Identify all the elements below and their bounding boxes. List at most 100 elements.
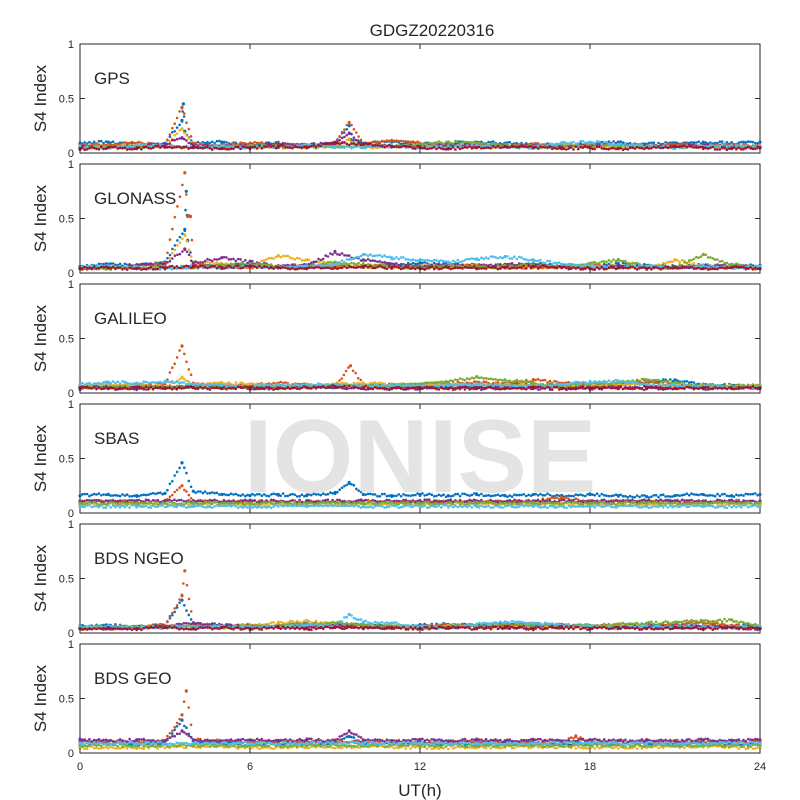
data-point [470, 141, 474, 144]
data-point [109, 145, 112, 149]
y-tick-label: 1 [68, 39, 74, 51]
data-point [718, 148, 722, 151]
data-point [253, 140, 256, 144]
data-point [428, 266, 431, 269]
data-point [446, 147, 450, 151]
data-point [706, 143, 710, 146]
data-point [491, 382, 495, 385]
data-point [687, 144, 691, 148]
data-point [345, 262, 349, 266]
data-point [366, 265, 370, 269]
data-point [716, 141, 719, 145]
data-point [402, 266, 405, 270]
data-point [168, 142, 172, 145]
data-point [307, 145, 311, 149]
data-point [361, 146, 365, 150]
data-point [522, 257, 526, 261]
data-point [123, 143, 127, 146]
data-point [298, 146, 301, 149]
data-point [591, 141, 594, 144]
data-point [125, 148, 129, 151]
data-point [184, 189, 188, 193]
data-point [347, 258, 351, 261]
data-point [232, 147, 235, 151]
data-point [104, 140, 108, 143]
plot-area [79, 163, 761, 274]
data-point [437, 146, 441, 149]
data-point [411, 144, 415, 147]
data-point [194, 141, 197, 145]
data-point [345, 258, 349, 261]
data-point [432, 267, 436, 271]
data-point [525, 143, 528, 146]
data-point [183, 131, 186, 135]
data-point [166, 256, 169, 260]
data-point [553, 266, 556, 269]
data-point [239, 262, 242, 265]
data-point [229, 147, 233, 150]
data-point [503, 266, 507, 270]
data-point [338, 266, 342, 270]
data-point [125, 141, 129, 145]
data-point [189, 135, 193, 138]
data-point [272, 381, 275, 385]
data-point [614, 261, 618, 265]
data-point [196, 261, 200, 264]
data-point [210, 264, 214, 268]
y-tick-label: 1 [68, 159, 74, 171]
data-point [425, 147, 429, 151]
data-point [560, 147, 564, 151]
data-point [579, 146, 582, 149]
data-point [465, 146, 469, 149]
data-point [343, 265, 346, 268]
data-point [215, 147, 219, 150]
data-point [496, 257, 500, 260]
data-point [140, 141, 143, 145]
data-point [491, 144, 495, 148]
data-point [213, 264, 216, 268]
data-point [517, 262, 521, 265]
data-point [183, 171, 187, 175]
data-point [361, 258, 365, 262]
data-point [732, 146, 736, 149]
data-point [699, 255, 703, 258]
data-point [130, 140, 134, 144]
data-point [364, 142, 368, 145]
data-point [314, 260, 318, 264]
data-point [680, 142, 684, 145]
data-point [95, 147, 98, 151]
data-point [709, 141, 712, 144]
data-point [156, 144, 160, 148]
data-point [276, 144, 280, 149]
data-point [388, 145, 391, 149]
data-point [180, 136, 184, 140]
data-point [390, 144, 394, 149]
data-point [454, 142, 457, 146]
data-point [480, 142, 483, 146]
data-point [628, 143, 632, 147]
data-point [650, 268, 653, 271]
data-point [366, 263, 370, 266]
data-point [232, 144, 235, 148]
data-point [440, 144, 443, 148]
data-point [350, 265, 353, 269]
data-point [361, 142, 365, 146]
data-point [343, 135, 346, 139]
data-point [418, 261, 422, 265]
data-point [404, 140, 408, 143]
data-point [602, 267, 606, 271]
data-point [676, 145, 679, 149]
data-point [475, 267, 479, 271]
data-point [690, 145, 693, 148]
data-point [499, 146, 502, 150]
data-point [687, 266, 691, 269]
data-point [513, 266, 516, 269]
data-point [562, 142, 566, 146]
y-axis-label: S4 Index [31, 184, 50, 252]
data-point [612, 140, 615, 143]
data-point [531, 258, 535, 262]
data-point [118, 262, 122, 266]
data-point [631, 146, 634, 150]
data-point [338, 139, 342, 142]
data-point [106, 266, 110, 270]
